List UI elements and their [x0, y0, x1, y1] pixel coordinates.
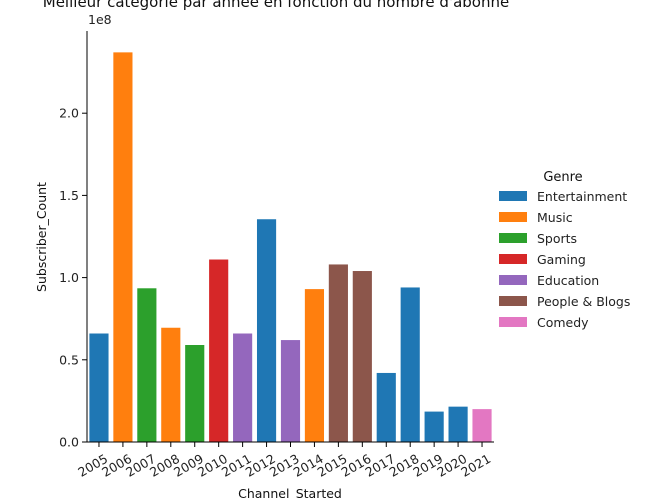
legend-label: Music — [537, 210, 573, 225]
y-tick-label: 1.5 — [59, 188, 79, 203]
bars-layer — [89, 52, 492, 443]
chart-title: Meilleur catégorie par année en fonction… — [43, 0, 509, 11]
y-tick-label: 0.5 — [59, 352, 79, 367]
y-ticks: 0.0 0.5 1.0 1.5 2.0 — [59, 106, 87, 450]
x-ticks: 2005200620072008200920102011201220132014… — [75, 442, 493, 480]
legend: Genre Entertainment Music Sports Gaming Educ… — [499, 170, 630, 330]
bar-2011 — [233, 333, 253, 442]
legend-title: Genre — [543, 170, 582, 185]
legend-label: Education — [537, 273, 599, 288]
bar-2016 — [352, 271, 372, 442]
bar-2007 — [137, 288, 157, 442]
x-axis-label: Channel_Started — [238, 486, 342, 500]
bar-2012 — [256, 219, 277, 442]
legend-label: Entertainment — [537, 189, 627, 204]
legend-swatch — [499, 317, 527, 327]
legend-swatch — [499, 275, 527, 285]
y-tick-label: 1.0 — [59, 270, 79, 285]
legend-swatch — [499, 296, 527, 306]
y-axis-multiplier: 1e8 — [88, 12, 112, 27]
bar-2018 — [400, 287, 420, 442]
legend-swatch — [499, 254, 527, 264]
bar-2020 — [448, 406, 468, 442]
legend-label: Sports — [537, 231, 577, 246]
legend-swatch — [499, 212, 527, 222]
legend-swatch — [499, 233, 527, 243]
bar-2014 — [304, 289, 325, 442]
y-axis-label: Subscriber_Count — [34, 182, 49, 292]
y-tick-label: 0.0 — [59, 435, 79, 450]
legend-label: Gaming — [537, 252, 586, 267]
legend-swatch — [499, 191, 527, 201]
legend-label: People & Blogs — [537, 294, 630, 309]
bar-2006 — [113, 52, 133, 443]
y-tick-label: 2.0 — [59, 106, 79, 121]
legend-label: Comedy — [537, 315, 589, 330]
bar-2009 — [185, 345, 205, 442]
bar-2005 — [89, 333, 109, 442]
bar-2021 — [472, 409, 492, 442]
legend-items: Entertainment Music Sports Gaming Education P… — [499, 189, 630, 330]
bar-2015 — [328, 264, 348, 442]
bar-2017 — [376, 372, 396, 442]
bar-2013 — [280, 340, 301, 442]
bar-2019 — [424, 411, 444, 442]
bar-2008 — [161, 327, 181, 442]
bar-2010 — [209, 259, 229, 442]
